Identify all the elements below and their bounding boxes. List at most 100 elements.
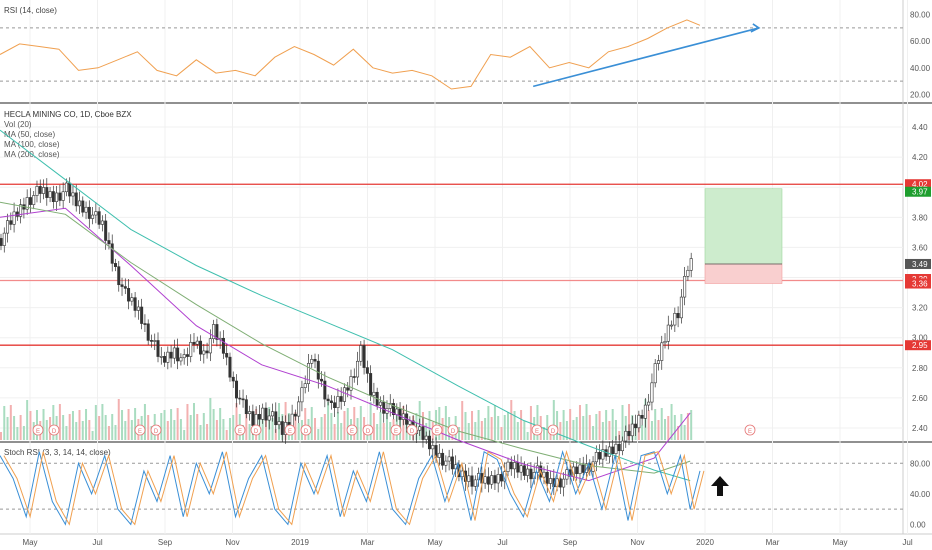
volume-bar (660, 408, 663, 440)
time-tick-label: Mar (766, 538, 780, 547)
candle-body (55, 192, 59, 202)
candle-body (205, 350, 209, 354)
candle-body (513, 462, 517, 470)
volume-bar (264, 419, 267, 440)
candle-body (650, 382, 654, 403)
candle-body (647, 401, 651, 406)
candle-body (441, 452, 445, 466)
candle-body (627, 430, 631, 437)
candle-body (2, 232, 6, 246)
candle-body (643, 404, 647, 419)
volume-bar (192, 403, 195, 440)
time-tick-label: May (427, 538, 442, 547)
volume-bar (461, 401, 464, 440)
candle-body (45, 187, 49, 198)
candle-body (431, 445, 435, 450)
volume-bar (542, 427, 545, 440)
candle-body (313, 359, 317, 362)
candle-body (522, 465, 526, 476)
volume-bar (343, 411, 346, 440)
candle-body (231, 376, 235, 382)
volume-bar (196, 414, 199, 440)
candle-body (601, 449, 605, 460)
earnings-marker-label: E (350, 429, 354, 435)
candle-body (428, 435, 432, 450)
candle-body (349, 376, 353, 391)
volume-bar (228, 418, 231, 440)
candle-body (447, 456, 451, 462)
position-loss-zone (704, 263, 783, 284)
earnings-marker (531, 424, 543, 436)
volume-bar (114, 425, 117, 440)
candle-body (235, 380, 239, 399)
time-tick-label: 2019 (291, 538, 309, 547)
volume-bar (578, 405, 581, 440)
volume-bar (271, 418, 274, 440)
candle-body (359, 345, 363, 362)
candle-body (303, 383, 307, 388)
volume-bar (320, 417, 323, 440)
price-tag (905, 258, 931, 269)
candle-body (562, 478, 566, 488)
earnings-marker (300, 424, 312, 436)
volume-bar (13, 416, 16, 440)
earnings-marker (547, 424, 559, 436)
candle-body (545, 471, 549, 484)
candle-body (270, 411, 274, 417)
candle-body (463, 470, 467, 482)
earnings-marker (346, 424, 358, 436)
candle-body (107, 240, 111, 245)
candle-body (676, 313, 680, 319)
candle-body (329, 400, 333, 403)
candle-body (437, 452, 441, 458)
candle-body (35, 186, 39, 196)
candle-body (297, 401, 301, 417)
time-axis: May Jul Sep Nov 2019 Mar May Jul Sep Nov 2020 Mar Ma… (22, 538, 912, 547)
candle-body (421, 426, 425, 440)
candle-body (264, 407, 268, 421)
candle-body (81, 200, 85, 213)
candle-body (683, 276, 687, 298)
candle-body (254, 414, 258, 426)
volume-bar (507, 412, 510, 440)
price-tag (905, 186, 931, 197)
candle-body (199, 340, 203, 355)
time-tick-label: Jul (497, 538, 507, 547)
candle-body (575, 466, 579, 475)
up-arrow-icon (711, 476, 729, 496)
volume-bar (330, 413, 333, 440)
volume-bar (22, 426, 25, 440)
candle-body (614, 443, 618, 454)
volume-bar (372, 413, 375, 440)
candle-body (189, 342, 193, 357)
volume-bar (52, 405, 55, 440)
volume-bar (310, 407, 313, 440)
earnings-marker-label: E (394, 429, 398, 435)
time-tick-label: 2020 (696, 538, 714, 547)
volume-bar (134, 408, 137, 440)
volume-bar (359, 406, 362, 440)
time-tick-label: May (22, 538, 37, 547)
candle-body (74, 192, 78, 207)
candle-body (185, 354, 189, 357)
earnings-marker (234, 424, 246, 436)
candle-body (300, 387, 304, 403)
volume-bar (209, 398, 212, 440)
indicator-label-vol: Vol (20) (4, 120, 32, 129)
volume-bar (248, 424, 251, 440)
candle-body (323, 380, 327, 400)
volume-bar (595, 414, 598, 440)
price-tick-label: 2.80 (912, 364, 928, 373)
candle-body (9, 220, 13, 225)
candle-body (542, 471, 546, 478)
volume-bar (598, 411, 601, 440)
volume-bar (78, 410, 81, 440)
volume-bar (650, 421, 653, 440)
stoch-tick-label: 0.00 (910, 520, 926, 529)
candle-body (598, 452, 602, 460)
volume-bar (474, 422, 477, 440)
volume-bar (503, 415, 506, 440)
candle-body (130, 297, 134, 302)
candle-body (176, 347, 180, 362)
